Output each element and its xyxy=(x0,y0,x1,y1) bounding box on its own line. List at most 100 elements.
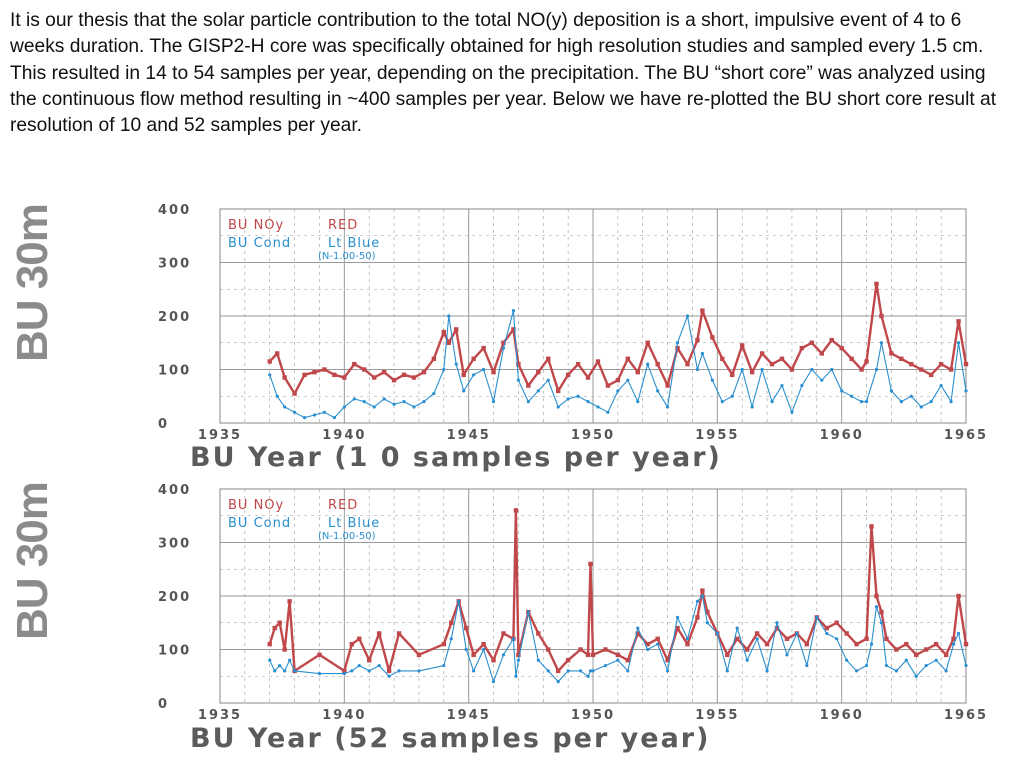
series-cond-point xyxy=(352,397,356,401)
series-noy-point xyxy=(809,340,815,345)
series-cond-point xyxy=(685,637,690,641)
series-cond-point xyxy=(603,663,608,668)
series-cond-point xyxy=(964,389,968,393)
series-noy-point xyxy=(784,636,790,641)
series-noy-point xyxy=(675,345,680,351)
legend-noy-label: BU NOy xyxy=(228,498,284,513)
series-cond-point xyxy=(874,605,879,609)
series-cond-point xyxy=(377,663,381,668)
series-cond-point xyxy=(800,383,804,388)
series-noy-point xyxy=(904,641,909,647)
series-cond-point xyxy=(464,647,468,652)
series-cond-point xyxy=(874,367,879,372)
series-cond-point xyxy=(481,367,486,372)
legend-cond-label: BU Cond xyxy=(228,516,291,531)
series-noy-point xyxy=(779,356,785,361)
series-noy-point xyxy=(565,372,571,378)
x-tick-label: 1955 xyxy=(695,708,739,722)
series-cond-point xyxy=(546,378,550,382)
series-cond-point xyxy=(894,669,898,673)
series-cond-point xyxy=(556,680,560,684)
series-noy-point xyxy=(710,335,715,340)
series-noy-point xyxy=(491,658,496,663)
series-cond-point xyxy=(656,389,660,393)
series-cond-point xyxy=(956,341,961,345)
series-cond-point xyxy=(750,405,754,409)
series-noy-point xyxy=(555,668,561,674)
series-noy-point xyxy=(695,615,700,620)
series-noy-point xyxy=(603,647,608,652)
chart2-xlabel: BU Year (52 samples per year) xyxy=(190,723,711,754)
series-noy-point xyxy=(615,652,621,658)
series-noy-point xyxy=(441,329,446,335)
series-noy-point xyxy=(665,658,670,663)
series-cond-point xyxy=(526,400,530,404)
series-noy-point xyxy=(421,369,427,375)
series-noy-point xyxy=(282,375,287,380)
series-noy-point xyxy=(899,356,904,361)
series-cond-point xyxy=(951,642,956,646)
series-cond-point xyxy=(949,400,953,404)
series-noy-point xyxy=(720,356,725,361)
series-cond-point xyxy=(735,626,739,630)
series-noy-point xyxy=(287,599,292,604)
chart-10-samples: 0 100 200 300 400 1935 1940 1945 1950 1955 1960 196… xyxy=(158,203,986,442)
series-noy-point xyxy=(381,369,387,375)
series-cond-point xyxy=(472,373,476,377)
series-noy-point xyxy=(471,356,476,361)
series-noy-point xyxy=(665,383,670,388)
series-noy-point xyxy=(267,359,272,364)
series-noy-point xyxy=(516,652,521,658)
series-noy-point xyxy=(274,351,280,356)
series-noy-point xyxy=(914,652,919,658)
series-noy-point xyxy=(804,641,810,647)
series-cond-point xyxy=(695,599,700,603)
series-cond-point xyxy=(516,378,521,382)
series-noy-point xyxy=(879,313,884,319)
x-tick-label: 1940 xyxy=(322,428,366,442)
series-noy-point xyxy=(744,647,750,652)
x-tick-label: 1965 xyxy=(944,708,988,722)
x-tick-label: 1935 xyxy=(198,708,242,722)
series-noy-point xyxy=(749,369,755,375)
intro-text: It is our thesis that the solar particle… xyxy=(10,10,997,137)
series-cond-point xyxy=(956,631,961,636)
series-noy-point xyxy=(675,625,680,631)
series-noy-point xyxy=(349,641,354,647)
x-tick-label: 1935 xyxy=(198,428,242,442)
series-cond-point xyxy=(815,615,819,619)
series-cond-point xyxy=(964,663,968,668)
series-cond-point xyxy=(636,400,640,404)
series-noy-point xyxy=(282,647,287,652)
series-noy-line xyxy=(268,509,968,673)
series-noy-point xyxy=(590,652,596,658)
series-noy-point xyxy=(396,631,402,636)
series-noy-point xyxy=(367,658,372,663)
series-noy-point xyxy=(585,375,591,380)
series-cond-point xyxy=(790,410,794,414)
series-cond-point xyxy=(412,405,416,409)
series-cond-point xyxy=(656,642,660,646)
series-noy-point xyxy=(754,631,760,636)
y-tick-label: 0 xyxy=(158,417,169,432)
y-tick-label: 300 xyxy=(158,257,191,272)
x-tick-label: 1945 xyxy=(447,428,491,442)
series-cond-point xyxy=(268,658,272,662)
series-cond-point xyxy=(770,400,774,404)
series-noy-point xyxy=(730,372,735,378)
intro-paragraph: It is our thesis that the solar particle… xyxy=(10,8,1014,139)
series-cond-point xyxy=(511,309,516,313)
series-noy-point xyxy=(546,356,551,361)
series-cond-point xyxy=(576,394,580,398)
series-cond-point xyxy=(775,621,779,625)
series-noy-point xyxy=(764,641,770,647)
series-cond-point xyxy=(491,400,496,404)
series-cond-point xyxy=(765,669,769,673)
series-cond-point xyxy=(825,631,829,636)
series-cond-point xyxy=(626,669,630,673)
series-noy-point xyxy=(342,375,347,380)
series-noy-point xyxy=(481,345,486,351)
y-tick-label: 200 xyxy=(158,590,191,605)
series-noy-point xyxy=(615,378,621,383)
series-cond-point xyxy=(397,669,401,673)
